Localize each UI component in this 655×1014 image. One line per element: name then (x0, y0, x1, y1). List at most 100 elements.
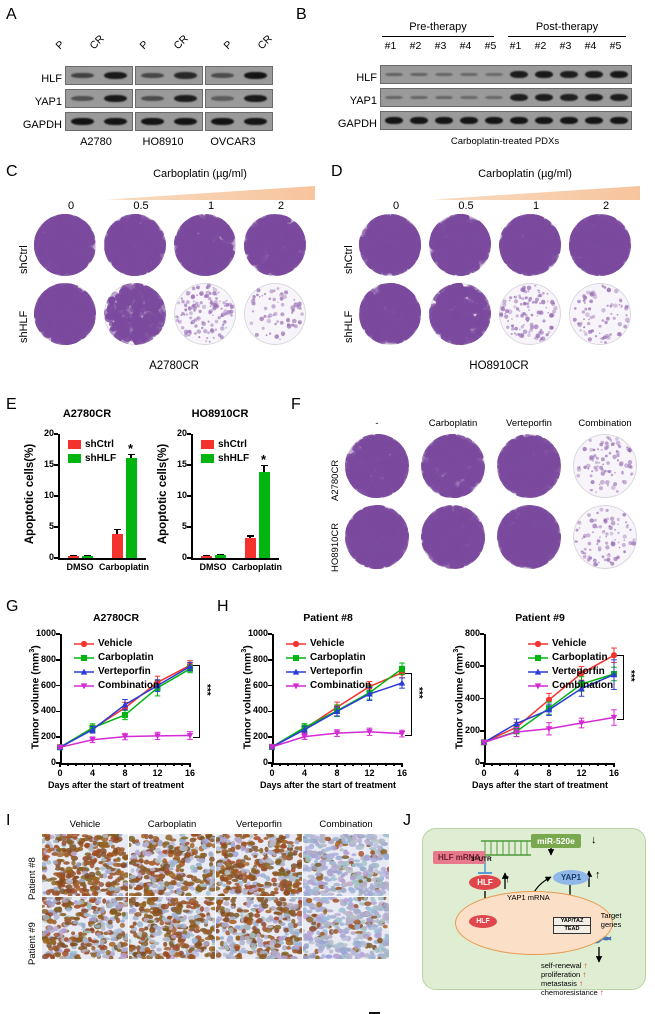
panelB-lane-4: #5 (478, 40, 503, 52)
outcome-item-2: metastasis ↑ (541, 979, 641, 988)
panelB-group-pre: Pre-therapy (378, 21, 498, 33)
y-tick-3 (54, 464, 58, 466)
y-axis (191, 434, 193, 558)
outcome-up-arrow-icon-2: ↑ (579, 979, 583, 988)
panel-label-i: I (6, 812, 10, 830)
outcome-label-3: chemoresistance (541, 988, 600, 997)
panelD-gradient-title: Carboplatin (µg/ml) (415, 168, 635, 180)
panelF-col-0: - (345, 418, 409, 429)
legend-item-combination: Combination (74, 677, 159, 695)
ihc-image-0-0 (42, 834, 128, 896)
colony-plate-shhlf-0 (359, 283, 421, 345)
legend-label-carboplatin: Carboplatin (310, 652, 366, 663)
panelJ-schematic: miR-520e HLF mRNA 3'-UTR HLF YAP1 HLF YA… (422, 828, 646, 990)
panelB-lane-9: #5 (603, 40, 628, 52)
panelI-col-3: Combination (303, 819, 389, 830)
legend-label-combination: Combination (98, 680, 159, 691)
dose-label-2: 1 (505, 200, 567, 212)
panelB-group-post: Post-therapy (504, 21, 630, 33)
chart-title: A2780CR (22, 408, 152, 420)
y-axis (58, 434, 60, 558)
panelA-lane-cr-2: CR (172, 33, 191, 52)
band-hlf-0 (385, 73, 403, 77)
panelJ-node-hlf-cytoplasm: HLF (469, 875, 501, 890)
panelA-lane-cr-1: CR (88, 33, 107, 52)
legend-label-verteporfin: Verteporfin (552, 666, 605, 677)
band-gapdh-7 (560, 117, 578, 124)
band-yap1-4 (211, 96, 235, 100)
panelA-row-gapdh: GAPDH (3, 119, 62, 131)
band-yap1-4 (485, 96, 503, 100)
y-tick-1 (54, 526, 58, 528)
bar-shhlf-0 (215, 555, 226, 558)
dose-label-3: 2 (575, 200, 637, 212)
panelJ-node-yaptaz: YAP/TAZ (554, 918, 590, 926)
colony-plate-shctrl-1 (429, 214, 491, 276)
blot-box-yap1-2 (205, 89, 273, 108)
legend-item-shhlf: shHLF (68, 450, 116, 468)
panelA-lane-cr-3: CR (256, 33, 275, 52)
panelF-row-ho8910cr: HO8910CR (330, 508, 341, 572)
panelI-col-1: Carboplatin (129, 819, 215, 830)
band-gapdh-4 (211, 118, 235, 125)
colony-plate-a2780cr-0 (345, 434, 409, 498)
band-gapdh-2 (141, 118, 165, 125)
panelB-group-post-rule (508, 36, 626, 37)
colony-plate-shctrl-1 (104, 214, 166, 276)
x-tick-label-1: Carboplatin (90, 562, 158, 572)
band-yap1-7 (560, 94, 578, 100)
panelB-row-gapdh: GAPDH (318, 118, 377, 130)
outcome-up-arrow-icon-0: ↑ (584, 961, 588, 970)
colony-plate-shhlf-1 (429, 283, 491, 345)
band-hlf-8 (585, 71, 603, 78)
band-yap1-8 (585, 94, 603, 101)
legend-label-shctrl: shCtrl (218, 439, 247, 450)
panelC-row-shctrl: shCtrl (18, 218, 30, 274)
panelB-lane-1: #2 (403, 40, 428, 52)
panelI-row-patient9: Patient #9 (27, 903, 38, 965)
panelA-lane-labels: P CR P CR P CR (62, 38, 202, 58)
y-tick-label-3: 15 (24, 459, 54, 469)
blot-box-hlf-0 (65, 66, 133, 85)
band-hlf-1 (104, 72, 128, 79)
ihc-image-1-2 (216, 897, 302, 959)
dose-label-1: 0.5 (110, 200, 172, 212)
ihc-image-1-3 (303, 897, 389, 959)
chart-title: HO8910CR (155, 408, 285, 420)
band-hlf-3 (174, 72, 198, 78)
colony-plate-shctrl-2 (499, 214, 561, 276)
colony-plate-shhlf-2 (499, 283, 561, 345)
panelB-lane-labels: #1#2#3#4#5#1#2#3#4#5 (378, 40, 630, 56)
errcap-shCtrl-0 (203, 555, 210, 556)
panelJ-outcomes: self-renewal ↑proliferation ↑metastasis … (541, 961, 641, 997)
band-yap1-3 (460, 96, 478, 100)
blot-box-gapdh-0 (65, 112, 133, 131)
panelD-dose-wedge (425, 186, 640, 200)
bar-shhlf-1 (259, 472, 270, 558)
panelC-dose-wedge (100, 186, 315, 200)
legend-label-shhlf: shHLF (85, 453, 116, 464)
legend-label-carboplatin: Carboplatin (98, 652, 154, 663)
panelI-row-patient8: Patient #8 (27, 838, 38, 900)
significance-star-1: * (128, 441, 133, 456)
legend-label-vehicle: Vehicle (310, 638, 344, 649)
legend-label-shhlf: shHLF (218, 453, 249, 464)
errcap-shCtrl-1 (114, 529, 121, 530)
colony-plate-shctrl-3 (244, 214, 306, 276)
y-tick-label-1: 5 (24, 521, 54, 531)
errcap-shHLF-0 (84, 555, 91, 556)
panelA-cellline-ho8910: HO8910 (131, 136, 195, 148)
colony-plate-ho8910cr-1 (421, 505, 485, 569)
panelC-row-shhlf: shHLF (18, 287, 30, 343)
panel-label-c: C (6, 163, 18, 181)
colony-plate-shctrl-0 (34, 214, 96, 276)
panelB-row-yap1: YAP1 (325, 95, 377, 107)
legend-label-carboplatin: Carboplatin (552, 652, 608, 663)
band-hlf-5 (244, 72, 268, 79)
y-tick-label-1: 5 (157, 521, 187, 531)
band-gapdh-1 (104, 118, 128, 125)
band-gapdh-4 (485, 117, 503, 124)
panelC-cellline: A2780CR (34, 360, 314, 372)
panelA-cellline-a2780: A2780 (65, 136, 127, 148)
